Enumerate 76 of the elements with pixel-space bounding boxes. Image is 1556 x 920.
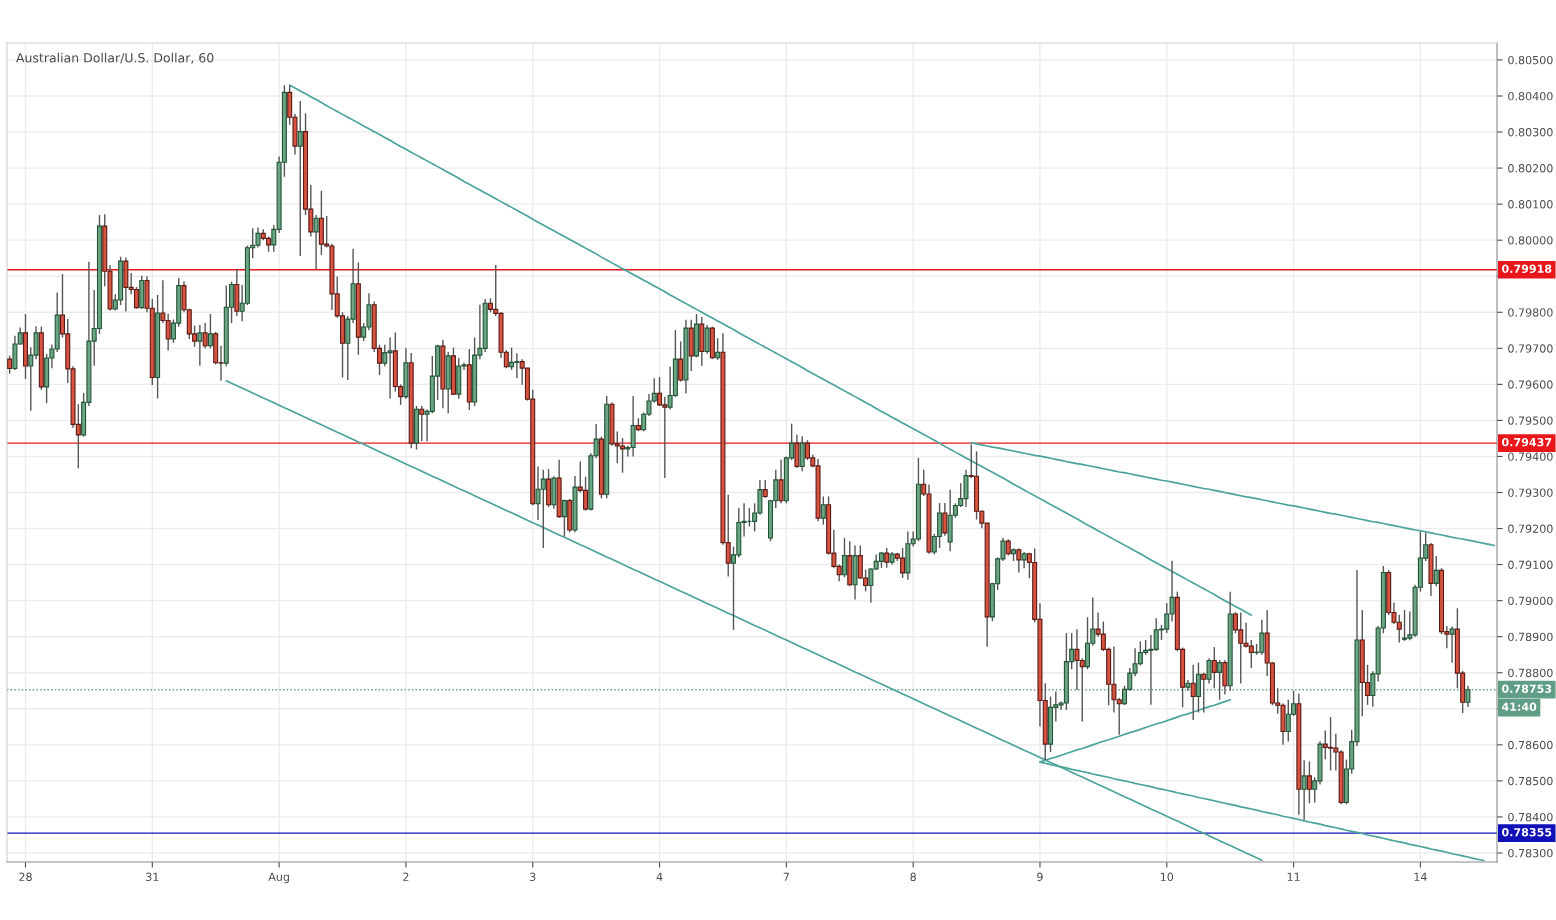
candlestick [884, 547, 890, 569]
ref-line-label: 0.79918 [1502, 264, 1552, 273]
candlestick [778, 459, 784, 505]
line-series [970, 441, 1496, 547]
candlestick [1222, 659, 1228, 696]
candlestick [820, 495, 826, 526]
y-tick-label: 0.78400 [1508, 812, 1553, 822]
candlestick [1195, 661, 1201, 714]
y-tick-label: 0.80500 [1508, 55, 1553, 65]
candlestick [7, 354, 13, 375]
text: Australian Dollar/U.S. Dollar, 60 [16, 52, 214, 64]
text: 41:40 [1501, 702, 1537, 711]
x-tick-label: 11 [1287, 872, 1300, 881]
y-tick-label: 0.80300 [1508, 128, 1553, 137]
candlestick [1433, 555, 1439, 587]
candlestick [509, 346, 515, 371]
candlestick [1206, 657, 1212, 685]
y-tick-label: 0.79300 [1508, 488, 1553, 497]
ref-line-label: 0.78753 [1502, 684, 1552, 693]
y-tick-label: 0.79200 [1508, 524, 1553, 533]
candlestick [715, 337, 721, 361]
candlestick [1449, 625, 1455, 664]
candlestick [297, 100, 303, 257]
x-tick-label: 28 [19, 872, 32, 882]
candlestick [1016, 547, 1022, 574]
x-tick-label: 10 [1160, 872, 1174, 882]
candlestick [419, 405, 425, 443]
candlestick [197, 324, 203, 367]
x-tick-label: 9 [1037, 872, 1043, 882]
y-tick-label: 0.78600 [1508, 740, 1553, 750]
candlestick [1306, 760, 1312, 804]
candlestick [1301, 759, 1307, 821]
y-tick-label: 0.79700 [1508, 344, 1553, 353]
candlestick [678, 340, 684, 383]
y-tick-label: 0.80200 [1508, 164, 1553, 173]
candlestick [841, 537, 847, 578]
y-tick-label: 0.79800 [1508, 308, 1553, 317]
line-series [288, 84, 1253, 616]
y-tick-label: 0.78900 [1508, 632, 1553, 642]
y-tick-label: 0.78800 [1508, 668, 1553, 678]
x-tick-label: 31 [146, 872, 159, 882]
y-tick-label: 0.79400 [1508, 452, 1553, 461]
y-tick-label: 0.80100 [1508, 200, 1553, 209]
candlestick [1201, 672, 1207, 714]
y-tick-label: 0.79600 [1508, 380, 1553, 389]
candlestick [1402, 609, 1408, 642]
candlestick [1211, 646, 1217, 689]
x-tick-label: 14 [1414, 872, 1427, 881]
candlestick [1190, 664, 1196, 721]
candlestick [942, 502, 948, 537]
y-tick-label: 0.79100 [1508, 560, 1553, 569]
candlestick [202, 322, 208, 350]
x-tick-label: 8 [910, 872, 916, 882]
candlestick [704, 324, 710, 355]
candlestick [762, 479, 768, 499]
candlestick [207, 313, 213, 350]
candlestick [1085, 616, 1091, 670]
y-tick-label: 0.80400 [1508, 91, 1553, 101]
candlestick [799, 435, 805, 472]
y-tick-label: 0.78300 [1508, 848, 1553, 858]
x-tick-label: 4 [656, 872, 663, 881]
candlestick [313, 214, 319, 271]
x-tick-label: Aug [268, 872, 289, 884]
y-tick-label: 0.79500 [1508, 416, 1553, 425]
candlestick [657, 376, 663, 407]
x-tick-label: 3 [530, 872, 536, 882]
ref-line-label: 0.79437 [1502, 437, 1552, 447]
y-tick-label: 0.79000 [1508, 596, 1553, 606]
candlestick [794, 434, 800, 469]
y-tick-label: 0.78500 [1508, 776, 1553, 786]
candlestick [561, 499, 567, 538]
x-tick-label: 7 [783, 872, 789, 881]
y-tick-label: 0.80000 [1508, 236, 1553, 245]
ref-line-label: 0.78355 [1502, 827, 1552, 837]
candlestick [133, 286, 139, 310]
x-tick-label: 2 [403, 872, 409, 881]
